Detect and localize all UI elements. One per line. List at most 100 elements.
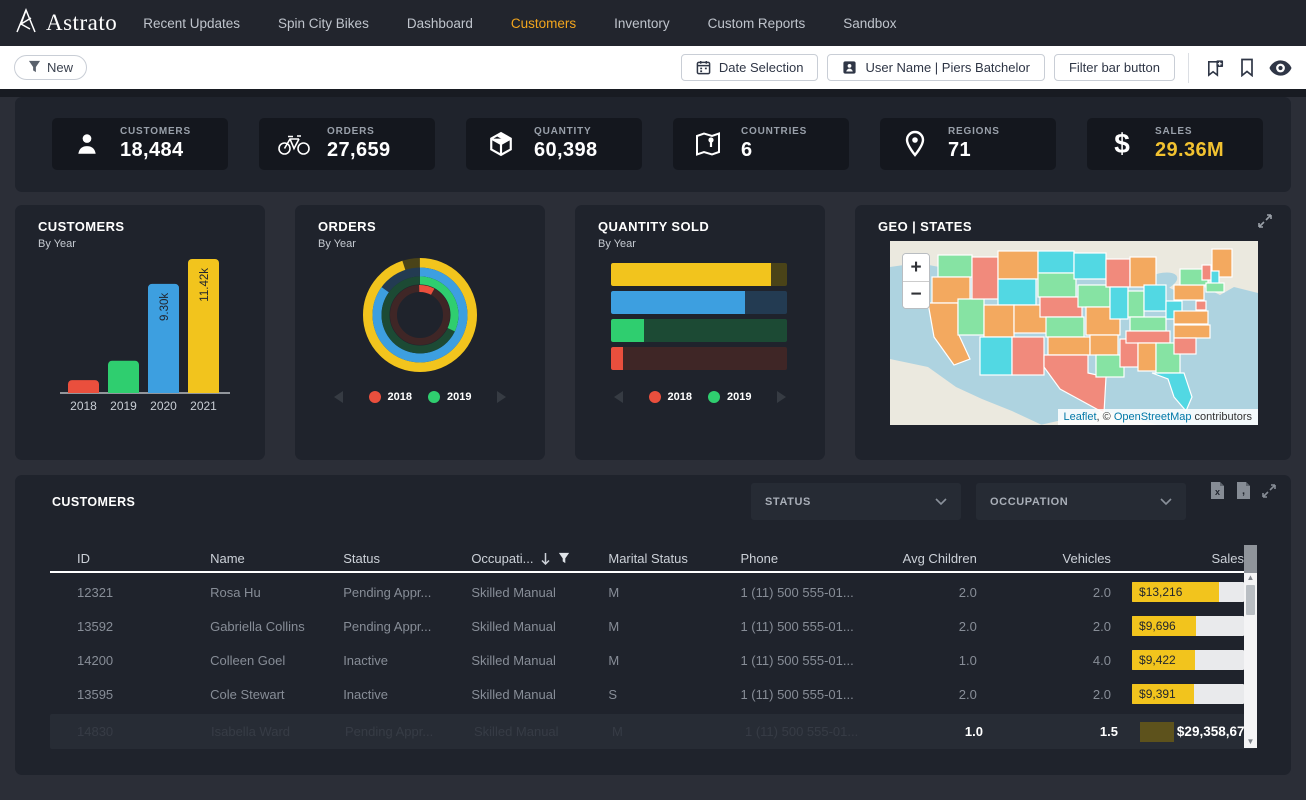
column-header-vehicles[interactable]: Vehicles <box>977 551 1111 566</box>
scroll-down-icon[interactable]: ▼ <box>1244 737 1257 746</box>
table-row[interactable]: 13592Gabriella CollinsPending Appr...Ski… <box>50 609 1244 643</box>
table-row[interactable]: 14200Colleen GoelInactiveSkilled ManualM… <box>50 643 1244 677</box>
kpi-card-quantity: QUANTITY60,398 <box>466 118 642 170</box>
map-canvas <box>890 241 1258 425</box>
legend-item-2019[interactable]: 2019 <box>428 391 471 403</box>
filter-icon[interactable] <box>558 552 570 564</box>
brand-name: Astrato <box>46 10 117 36</box>
status-filter-dropdown[interactable]: STATUS <box>751 483 961 520</box>
chart-title: ORDERS <box>318 219 376 234</box>
osm-link[interactable]: OpenStreetMap <box>1114 411 1192 423</box>
nav-item-spin-city-bikes[interactable]: Spin City Bikes <box>278 16 369 31</box>
legend-item-2018[interactable]: 2018 <box>649 391 692 403</box>
nav-item-dashboard[interactable]: Dashboard <box>407 16 473 31</box>
scrollbar-thumb[interactable] <box>1246 585 1255 615</box>
leaflet-link[interactable]: Leaflet <box>1064 411 1097 423</box>
map-icon <box>690 131 726 157</box>
svg-text:2019: 2019 <box>110 399 137 413</box>
sort-desc-icon[interactable] <box>540 552 551 565</box>
scrollbar-header-segment[interactable] <box>1244 545 1257 573</box>
orders-donut-chart[interactable] <box>360 255 480 375</box>
table-scrollbar[interactable]: ▲ <box>1244 573 1257 748</box>
expand-icon[interactable] <box>1261 483 1277 499</box>
nav-item-customers[interactable]: Customers <box>511 16 576 31</box>
kpi-card-regions: REGIONS71 <box>880 118 1056 170</box>
quantity-hbar-chart[interactable] <box>611 263 787 375</box>
eye-icon[interactable] <box>1268 56 1292 80</box>
sales-bar: $9,696 <box>1132 616 1244 636</box>
legend-next-icon[interactable] <box>497 391 506 403</box>
customers-bar-chart[interactable]: 201820199.30k202011.42k2021 <box>15 235 265 460</box>
file-excel-icon[interactable]: x <box>1209 481 1226 500</box>
svg-text:2021: 2021 <box>190 399 217 413</box>
orders-legend: 2018 2019 <box>295 391 545 403</box>
kpi-value: 18,484 <box>120 139 191 162</box>
legend-prev-icon[interactable] <box>614 391 623 403</box>
chart-subtitle: By Year <box>598 238 636 250</box>
nav-item-recent-updates[interactable]: Recent Updates <box>143 16 240 31</box>
nav-item-inventory[interactable]: Inventory <box>614 16 670 31</box>
table-header-row: IDNameStatusOccupati...Marital StatusPho… <box>50 545 1244 571</box>
hbar-2018 <box>611 347 787 370</box>
astrato-logo-icon <box>14 7 38 40</box>
us-map[interactable]: + − Leaflet, © OpenStreetMap contributor… <box>890 241 1258 425</box>
kpi-label: CUSTOMERS <box>120 126 191 137</box>
column-header-occupation[interactable]: Occupati... <box>471 551 608 566</box>
badge-icon <box>842 60 857 75</box>
legend-prev-icon[interactable] <box>334 391 343 403</box>
map-zoom-control: + − <box>902 253 930 309</box>
column-header-phone[interactable]: Phone <box>740 551 889 566</box>
svg-text:11.42k: 11.42k <box>199 268 211 302</box>
column-header-name[interactable]: Name <box>210 551 343 566</box>
toolbar-divider <box>1188 53 1189 83</box>
kpi-card-customers: CUSTOMERS 18,484 <box>52 118 228 170</box>
filter-bar-button-button[interactable]: Filter bar button <box>1054 54 1175 81</box>
column-header-status[interactable]: Status <box>343 551 471 566</box>
column-header-id[interactable]: ID <box>77 551 210 566</box>
geo-states-card: GEO | STATES <box>855 205 1291 460</box>
zoom-out-button[interactable]: − <box>903 281 929 308</box>
quantity-legend: 2018 2019 <box>575 391 825 403</box>
bookmark-add-icon[interactable] <box>1202 56 1226 80</box>
column-header-avg_children[interactable]: Avg Children <box>889 551 976 566</box>
sales-bar: $9,391 <box>1132 684 1244 704</box>
nav-item-sandbox[interactable]: Sandbox <box>843 16 896 31</box>
legend-item-2019[interactable]: 2019 <box>708 391 751 403</box>
user-name-piers-batchelor-button[interactable]: User Name | Piers Batchelor <box>827 54 1045 81</box>
expand-icon[interactable] <box>1257 213 1273 234</box>
legend-item-2018[interactable]: 2018 <box>369 391 412 403</box>
orders-chart-card: ORDERS By Year 20182019 <box>295 205 545 460</box>
nav-item-custom-reports[interactable]: Custom Reports <box>708 16 806 31</box>
hbar-2021 <box>611 263 787 286</box>
table-filters: STATUS OCCUPATION <box>751 483 1186 520</box>
hbar-2020 <box>611 291 787 314</box>
divider-strip <box>0 89 1306 97</box>
hbar-2019 <box>611 319 787 342</box>
kpi-label: REGIONS <box>948 126 1000 137</box>
kpi-panel: CUSTOMERS 18,484 ORDERS27,659 QUANTITY60,39… <box>15 97 1291 192</box>
new-filter-button[interactable]: New <box>14 55 87 80</box>
occupation-filter-dropdown[interactable]: OCCUPATION <box>976 483 1186 520</box>
header-underline <box>50 571 1255 573</box>
action-bar-right: Date Selection User Name | Piers Batchelo… <box>681 46 1292 89</box>
table-row[interactable]: 13595Cole StewartInactiveSkilled ManualS… <box>50 677 1244 711</box>
kpi-value: 6 <box>741 139 807 162</box>
totals-avg-children: 1.0 <box>895 724 983 739</box>
legend-next-icon[interactable] <box>777 391 786 403</box>
kpi-card-orders: ORDERS27,659 <box>259 118 435 170</box>
table-title: CUSTOMERS <box>52 495 135 509</box>
date-selection-button[interactable]: Date Selection <box>681 54 819 81</box>
zoom-in-button[interactable]: + <box>903 254 929 281</box>
table-row[interactable]: 12321Rosa HuPending Appr...Skilled Manua… <box>50 575 1244 609</box>
file-csv-icon[interactable]: , <box>1235 481 1252 500</box>
kpi-label: ORDERS <box>327 126 391 137</box>
column-header-marital[interactable]: Marital Status <box>608 551 740 566</box>
brand[interactable]: Astrato <box>14 7 117 40</box>
kpi-card-sales: $SALES29.36M <box>1087 118 1263 170</box>
scroll-up-icon[interactable]: ▲ <box>1247 573 1255 583</box>
svg-text:,: , <box>1242 485 1245 497</box>
chevron-down-icon <box>935 498 947 506</box>
nav-items: Recent Updates Spin City Bikes Dashboard Cu… <box>143 16 896 31</box>
bookmark-icon[interactable] <box>1235 56 1259 80</box>
column-header-sales[interactable]: Sales <box>1111 551 1244 566</box>
